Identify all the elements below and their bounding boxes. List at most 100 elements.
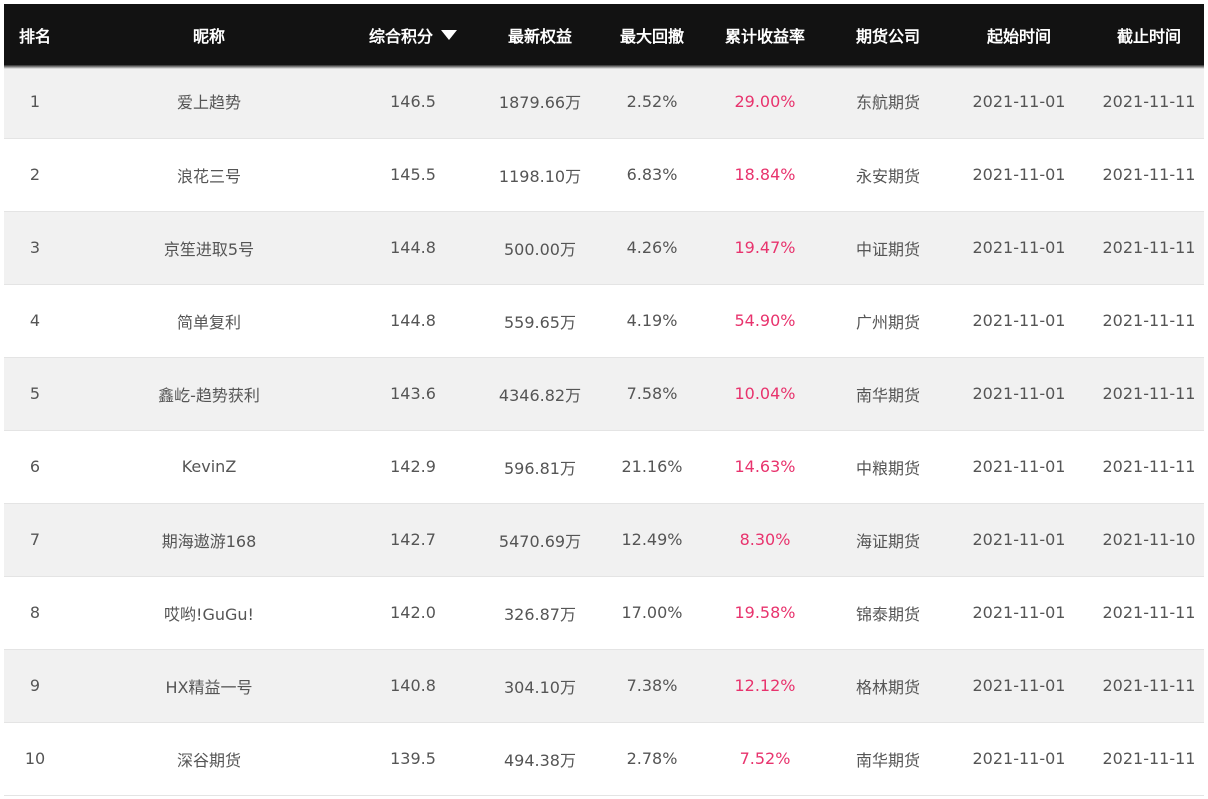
table-header: 排名 昵称 综合积分 最新权益 最大回撤 累计收益率 期货公司 起始时间 截止时…	[4, 4, 1204, 65]
cell-start: 2021-11-01	[972, 749, 1066, 768]
cell-company: 永安期货	[855, 166, 920, 186]
cell-company: 中粮期货	[855, 458, 920, 478]
cell-score: 142.0	[390, 603, 436, 622]
table-row: 6 KevinZ 142.9 596.81万 21.16% 14.63% 中粮期货 2021-…	[4, 430, 1204, 503]
header-score-sortable[interactable]: 综合积分	[352, 4, 474, 65]
table-row: 4 简单复利 144.8 559.65万 4.19% 54.90% 广州期货 2021-11-…	[4, 284, 1204, 357]
cell-company: 南华期货	[855, 750, 920, 770]
cell-nickname: 哎哟!GuGu!	[164, 604, 254, 624]
cell-nickname: 京笙进取5号	[163, 239, 255, 259]
ranking-table-container: 排名 昵称 综合积分 最新权益 最大回撤 累计收益率 期货公司 起始时间 截止时…	[4, 4, 1204, 796]
table-row: 1 爱上趋势 146.5 1879.66万 2.52% 29.00% 东航期货 2021-11…	[4, 65, 1204, 138]
cell-start: 2021-11-01	[972, 384, 1066, 403]
cell-return-rate: 12.12%	[734, 676, 796, 695]
cell-score: 145.5	[390, 165, 436, 184]
ranking-table: 排名 昵称 综合积分 最新权益 最大回撤 累计收益率 期货公司 起始时间 截止时…	[4, 4, 1204, 796]
cell-drawdown: 17.00%	[621, 603, 683, 622]
cell-rank: 6	[29, 457, 41, 476]
cell-rank: 8	[29, 603, 41, 622]
table-row: 10 深谷期货 139.5 494.38万 2.78% 7.52% 南华期货 2021-11-…	[4, 722, 1204, 795]
cell-rank: 2	[29, 165, 41, 184]
cell-end: 2021-11-10	[1102, 530, 1196, 549]
cell-drawdown: 4.19%	[626, 311, 678, 330]
cell-score: 142.9	[390, 457, 436, 476]
cell-nickname: 浪花三号	[176, 166, 241, 186]
cell-company: 海证期货	[855, 531, 920, 551]
cell-end: 2021-11-11	[1102, 603, 1196, 622]
table-row: 8 哎哟!GuGu! 142.0 326.87万 17.00% 19.58% 锦泰期货 202…	[4, 576, 1204, 649]
cell-drawdown: 12.49%	[621, 530, 683, 549]
cell-end: 2021-11-11	[1102, 238, 1196, 257]
cell-drawdown: 2.78%	[626, 749, 678, 768]
table-row: 5 鑫屹-趋势获利 143.6 4346.82万 7.58% 10.04% 南华期货 2021…	[4, 357, 1204, 430]
cell-equity: 596.81万	[504, 458, 576, 478]
header-rank: 排名	[18, 26, 51, 46]
cell-return-rate: 19.58%	[734, 603, 796, 622]
cell-end: 2021-11-11	[1102, 91, 1196, 111]
cell-drawdown: 21.16%	[621, 457, 683, 476]
cell-rank: 9	[29, 676, 41, 695]
cell-equity: 559.65万	[504, 312, 576, 332]
cell-equity: 500.00万	[504, 239, 576, 259]
cell-score: 146.5	[390, 91, 436, 111]
cell-nickname: 爱上趋势	[176, 93, 241, 113]
cell-drawdown: 7.58%	[626, 384, 678, 403]
header-equity: 最新权益	[507, 26, 572, 46]
cell-score: 143.6	[390, 384, 436, 403]
cell-rank: 3	[29, 238, 41, 257]
cell-return-rate: 18.84%	[734, 165, 796, 184]
cell-score: 144.8	[390, 238, 436, 257]
cell-rank: 1	[29, 91, 41, 111]
cell-start: 2021-11-01	[972, 676, 1066, 695]
cell-rank: 7	[29, 530, 41, 549]
cell-start: 2021-11-01	[972, 238, 1066, 257]
cell-nickname: 深谷期货	[176, 750, 241, 770]
cell-end: 2021-11-11	[1102, 165, 1196, 184]
triangle-down-icon[interactable]	[441, 30, 457, 40]
cell-equity: 326.87万	[504, 604, 576, 624]
cell-return-rate: 7.52%	[739, 749, 791, 768]
cell-score: 139.5	[390, 749, 436, 768]
cell-company: 格林期货	[855, 677, 920, 697]
cell-company: 锦泰期货	[855, 604, 920, 624]
cell-nickname: 简单复利	[176, 312, 241, 332]
cell-rank: 10	[24, 749, 46, 768]
header-drawdown: 最大回撤	[619, 26, 684, 46]
cell-equity: 1198.10万	[498, 166, 582, 186]
cell-company: 南华期货	[855, 385, 920, 405]
cell-end: 2021-11-11	[1102, 384, 1196, 403]
cell-drawdown: 7.38%	[626, 676, 678, 695]
cell-equity: 494.38万	[504, 750, 576, 770]
header-start: 起始时间	[986, 26, 1051, 46]
header-return-rate: 累计收益率	[724, 26, 805, 46]
cell-start: 2021-11-01	[972, 530, 1066, 549]
cell-equity: 5470.69万	[498, 531, 582, 551]
cell-company: 广州期货	[855, 312, 920, 332]
cell-start: 2021-11-01	[972, 311, 1066, 330]
cell-score: 142.7	[390, 530, 436, 549]
header-nickname: 昵称	[192, 26, 225, 46]
cell-return-rate: 14.63%	[734, 457, 796, 476]
cell-nickname: HX精益一号	[165, 677, 253, 697]
cell-score: 144.8	[390, 311, 436, 330]
cell-start: 2021-11-01	[972, 165, 1066, 184]
cell-end: 2021-11-11	[1102, 676, 1196, 695]
cell-start: 2021-11-01	[972, 91, 1066, 111]
cell-drawdown: 6.83%	[626, 165, 678, 184]
header-end: 截止时间	[1116, 26, 1181, 46]
table-row: 2 浪花三号 145.5 1198.10万 6.83% 18.84% 永安期货 2021-11…	[4, 138, 1204, 211]
table-body: 1 爱上趋势 146.5 1879.66万 2.52% 29.00% 东航期货 2021-11…	[4, 65, 1204, 795]
table-row: 3 京笙进取5号 144.8 500.00万 4.26% 19.47% 中证期货 2021-1…	[4, 211, 1204, 284]
cell-return-rate: 8.30%	[739, 530, 791, 549]
cell-return-rate: 29.00%	[734, 91, 796, 111]
header-company: 期货公司	[855, 26, 920, 46]
cell-equity: 1879.66万	[498, 93, 582, 113]
cell-end: 2021-11-11	[1102, 749, 1196, 768]
cell-equity: 4346.82万	[498, 385, 582, 405]
cell-rank: 4	[29, 311, 41, 330]
cell-end: 2021-11-11	[1102, 311, 1196, 330]
cell-return-rate: 19.47%	[734, 238, 796, 257]
cell-return-rate: 10.04%	[734, 384, 796, 403]
cell-equity: 304.10万	[504, 677, 576, 697]
cell-nickname: 鑫屹-趋势获利	[158, 385, 260, 405]
